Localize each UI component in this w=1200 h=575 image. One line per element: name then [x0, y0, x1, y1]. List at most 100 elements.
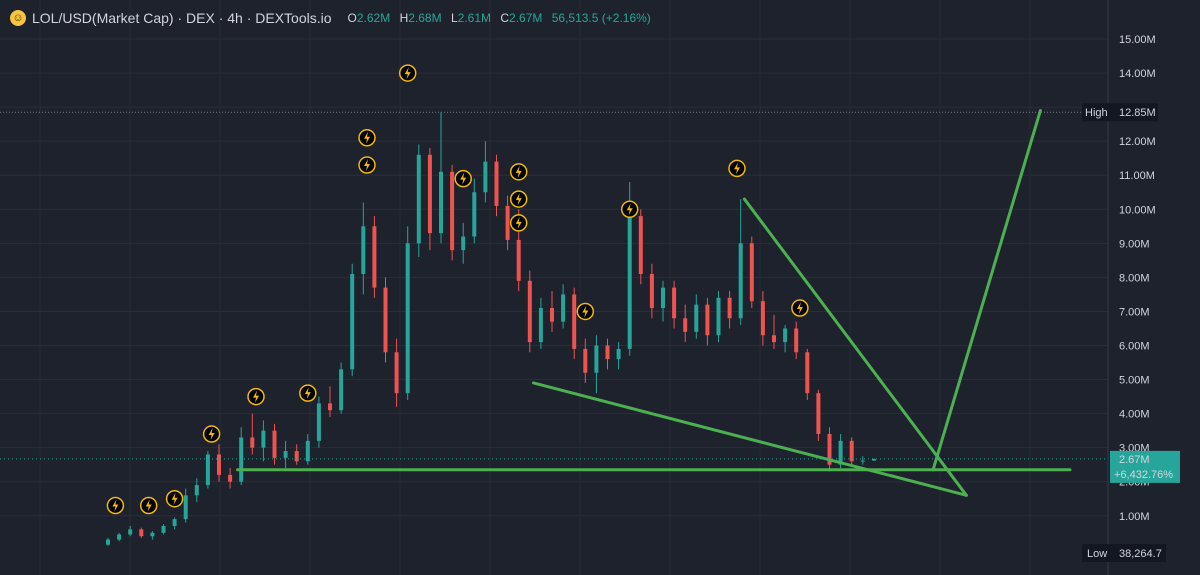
candle-down: [383, 287, 388, 353]
lightning-marker-icon[interactable]: [358, 156, 376, 174]
trendline: [931, 109, 1042, 472]
candle-up: [161, 525, 166, 533]
close-label: C: [500, 11, 510, 25]
candle-up: [172, 519, 177, 526]
candle-up: [627, 216, 632, 349]
candle-down: [394, 352, 399, 394]
candle-down: [760, 301, 765, 336]
high-value: 2.68M: [408, 11, 442, 25]
lightning-marker-icon[interactable]: [299, 384, 317, 402]
low-label: L: [450, 11, 458, 25]
candle-up: [594, 345, 599, 373]
y-tick-label: 10.00M: [1119, 204, 1156, 216]
lightning-marker-icon[interactable]: [398, 64, 417, 82]
y-tick-label: 1.00M: [1119, 511, 1150, 523]
candle-up: [239, 437, 244, 482]
candle-down: [672, 287, 677, 319]
lightning-marker-icon[interactable]: [620, 200, 639, 219]
open-label: O: [347, 11, 357, 25]
low-label: Low: [1087, 548, 1107, 560]
lightning-marker-icon[interactable]: [139, 496, 158, 515]
candle-down: [805, 352, 810, 394]
candle-up: [783, 328, 788, 343]
candle-down: [772, 335, 776, 343]
candle-down: [638, 216, 643, 274]
change-value: 56,513.5 (+2.16%): [551, 11, 651, 25]
candle-up: [261, 430, 266, 448]
candle-down: [372, 226, 377, 288]
candle-down: [816, 393, 821, 435]
high-label: H: [399, 11, 409, 25]
y-tick-label: 7.00M: [1119, 306, 1150, 318]
candle-up: [316, 403, 321, 441]
high-label: High: [1085, 107, 1108, 119]
lightning-marker-icon[interactable]: [106, 496, 125, 515]
last-price-change: +6,432.76%: [1114, 469, 1173, 481]
ohlc-readout: O2.62M H2.68M L2.61M C2.67M 56,513.5 (+2…: [342, 11, 651, 25]
candle-down: [827, 434, 832, 465]
y-tick-label: 11.00M: [1119, 170, 1155, 182]
lightning-marker-icon[interactable]: [509, 190, 528, 208]
candle-up: [106, 539, 110, 545]
lightning-marker-icon[interactable]: [791, 299, 809, 317]
candle-up: [194, 485, 199, 496]
candle-up: [305, 440, 310, 462]
lightning-marker-icon[interactable]: [358, 129, 376, 147]
candle-up: [350, 273, 355, 370]
candle-down: [727, 297, 732, 319]
candle-up: [860, 460, 865, 462]
lightning-marker-icon[interactable]: [247, 387, 265, 406]
lightning-marker-icon[interactable]: [509, 163, 528, 181]
candle-down: [527, 280, 532, 343]
high-value: 12.85M: [1119, 107, 1156, 119]
candle-down: [505, 205, 510, 240]
candle-down: [516, 239, 521, 281]
laughing-face-icon: ☺: [10, 10, 26, 26]
y-tick-label: 14.00M: [1119, 68, 1156, 80]
y-tick-label: 4.00M: [1119, 409, 1150, 421]
candle-up: [339, 369, 344, 411]
candle-down: [705, 304, 710, 336]
symbol-title[interactable]: LOL/USD(Market Cap) · DEX · 4h · DEXTool…: [32, 10, 332, 26]
candle-down: [683, 318, 688, 332]
chart-header: ☺ LOL/USD(Market Cap) · DEX · 4h · DEXTo…: [10, 10, 651, 26]
lightning-marker-icon[interactable]: [454, 169, 472, 188]
candle-down: [294, 451, 299, 462]
lightning-marker-icon[interactable]: [165, 489, 184, 508]
candle-up: [117, 534, 122, 540]
trendline: [532, 381, 968, 497]
low-value: 38,264.7: [1119, 548, 1162, 560]
candle-down: [583, 348, 588, 373]
y-tick-label: 12.00M: [1119, 136, 1156, 148]
lightning-marker-icon[interactable]: [202, 425, 221, 443]
y-tick-label: 9.00M: [1119, 238, 1150, 250]
high-value-box: [1110, 103, 1158, 122]
candle-up: [361, 226, 366, 274]
candle-down: [217, 454, 221, 475]
candle-down: [605, 345, 610, 360]
candle-up: [205, 454, 210, 486]
candle-up: [416, 154, 421, 244]
candle-up: [561, 294, 566, 322]
lightning-marker-icon[interactable]: [509, 214, 528, 232]
candle-up: [183, 495, 188, 520]
candle-up: [472, 192, 477, 237]
high-label-box: [1082, 103, 1110, 122]
low-value-box: [1110, 544, 1166, 562]
open-value: 2.62M: [356, 11, 391, 25]
candle-down: [427, 154, 432, 234]
candle-down: [649, 273, 654, 309]
candle-down: [139, 529, 144, 537]
candle-up: [871, 458, 876, 461]
candle-up: [283, 451, 288, 458]
candle-down: [749, 243, 754, 302]
candle-up: [694, 304, 699, 332]
lightning-marker-icon[interactable]: [576, 302, 595, 321]
candle-down: [550, 308, 554, 322]
candle-down: [250, 437, 255, 448]
candle-up: [405, 243, 410, 394]
candle-down: [849, 440, 854, 462]
y-tick-label: 8.00M: [1119, 272, 1150, 284]
lightning-marker-icon[interactable]: [728, 159, 746, 178]
